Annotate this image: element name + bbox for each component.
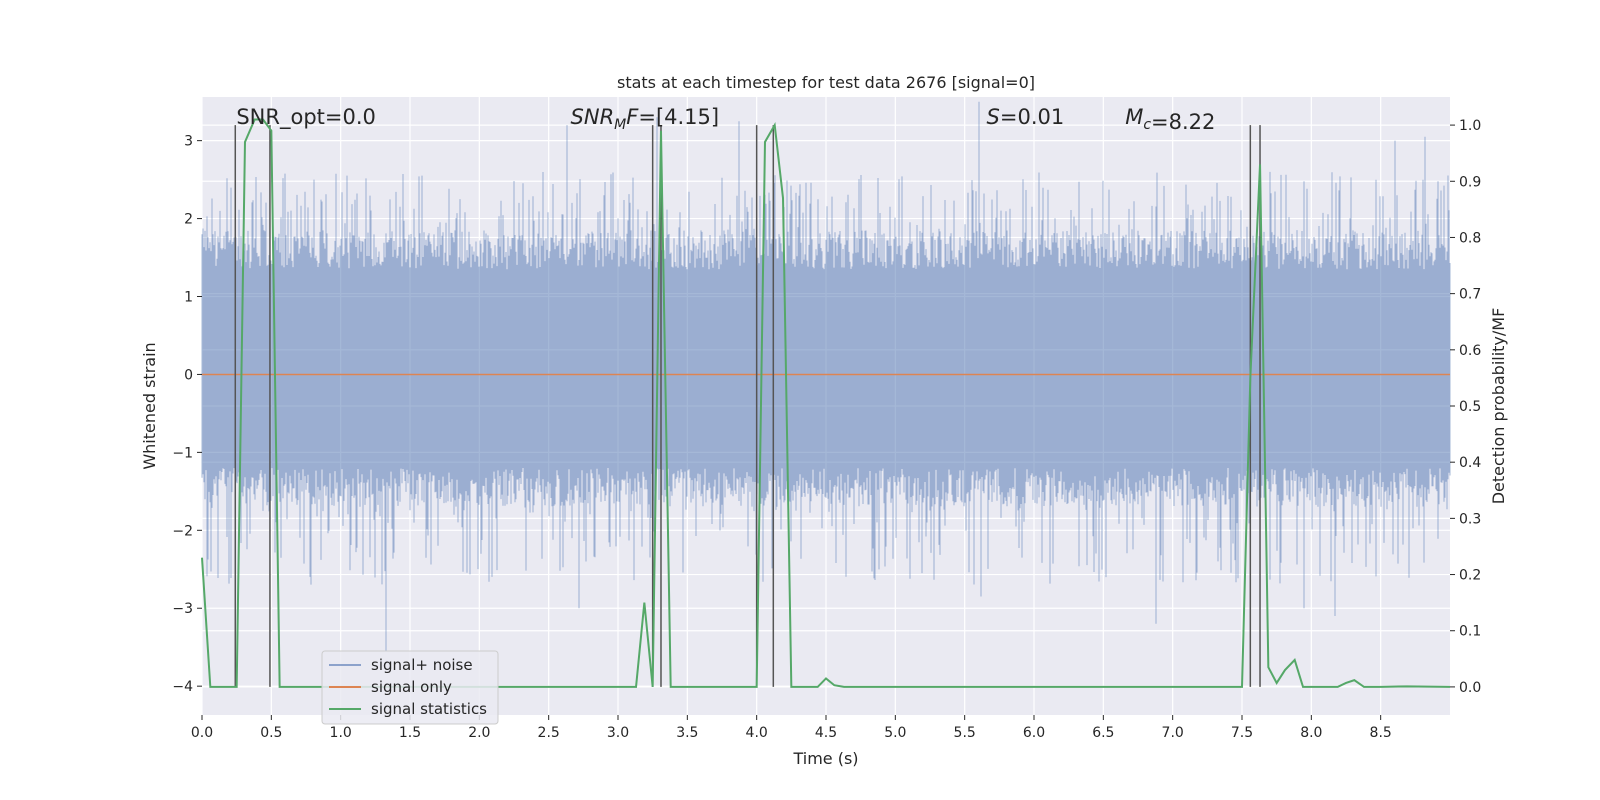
y-left-tick-label: −3 [172,601,193,617]
x-tick-label: 3.5 [676,725,698,741]
x-tick-label: 2.0 [468,725,490,741]
x-tick-label: 5.5 [954,725,976,741]
x-tick-label: 4.5 [815,725,837,741]
y-left-tick-label: 2 [184,212,193,228]
y-axis-left-label: Whitened strain [140,342,159,469]
y-right-tick-label: 0.5 [1459,399,1481,415]
legend-box [321,650,499,725]
annotation-3: Mc=8.22 [1125,105,1215,134]
x-tick-label: 7.0 [1162,725,1184,741]
x-tick-label: 5.0 [884,725,906,741]
y-right-tick-label: 0.2 [1459,568,1481,584]
y-right-tick-label: 0.1 [1459,624,1481,640]
y-axis-right-label: Detection probability/MF [1489,308,1508,505]
x-tick-label: 6.5 [1092,725,1114,741]
x-tick-label: 6.0 [1023,725,1045,741]
y-right-tick-label: 0.0 [1459,680,1481,696]
x-tick-label: 1.5 [399,725,421,741]
x-axis: 0.0 0.5 1.0 1.5 2.0 2.5 3.0 3.5 4.0 4.5 5.0 5.5 6.0 6… [191,715,1392,741]
y-right-tick-label: 0.3 [1459,511,1481,527]
x-tick-label: 0.0 [191,725,213,741]
y-axis-right: 0.0 0.1 0.2 0.3 0.4 0.5 0.6 0.7 0.8 0.9 1.0 [1450,118,1481,696]
y-right-tick-label: 0.4 [1459,455,1481,471]
x-tick-label: 0.5 [260,725,282,741]
x-tick-label: 7.5 [1231,725,1253,741]
annotation-2: S=0.01 [987,105,1065,129]
x-tick-label: 8.5 [1370,725,1392,741]
x-tick-label: 4.0 [746,725,768,741]
legend-label-signal-only: signal only [371,678,452,696]
y-left-tick-label: 1 [184,290,193,306]
x-tick-label: 8.0 [1300,725,1322,741]
x-tick-label: 1.0 [330,725,352,741]
annotation-1: SNRMF=[4.15] [571,105,720,133]
y-left-tick-label: −4 [172,679,193,695]
legend-label-signal-noise: signal+ noise [371,656,473,674]
y-axis-left: −4 −3 −2 −1 0 1 2 3 [172,134,202,695]
legend-label-signal-statistics: signal statistics [371,700,487,718]
y-right-tick-label: 0.7 [1459,287,1481,303]
annotation-0: SNR_opt=0.0 [236,105,376,130]
y-right-tick-label: 0.9 [1459,174,1481,190]
chart-title: stats at each timestep for test data 267… [617,73,1035,92]
annotations: SNR_opt=0.0 SNRMF=[4.15] S=0.01 Mc=8.22 [236,105,1215,134]
x-tick-label: 2.5 [538,725,560,741]
legend: signal+ noise signal only signal statist… [321,650,499,725]
y-left-tick-label: 3 [184,134,193,150]
y-right-tick-label: 1.0 [1459,118,1481,134]
x-axis-label: Time (s) [792,749,858,768]
y-right-tick-label: 0.6 [1459,343,1481,359]
y-left-tick-label: −2 [172,523,193,539]
x-tick-label: 3.0 [607,725,629,741]
y-left-tick-label: 0 [184,367,193,383]
y-right-tick-label: 0.8 [1459,230,1481,246]
y-left-tick-label: −1 [172,445,193,461]
